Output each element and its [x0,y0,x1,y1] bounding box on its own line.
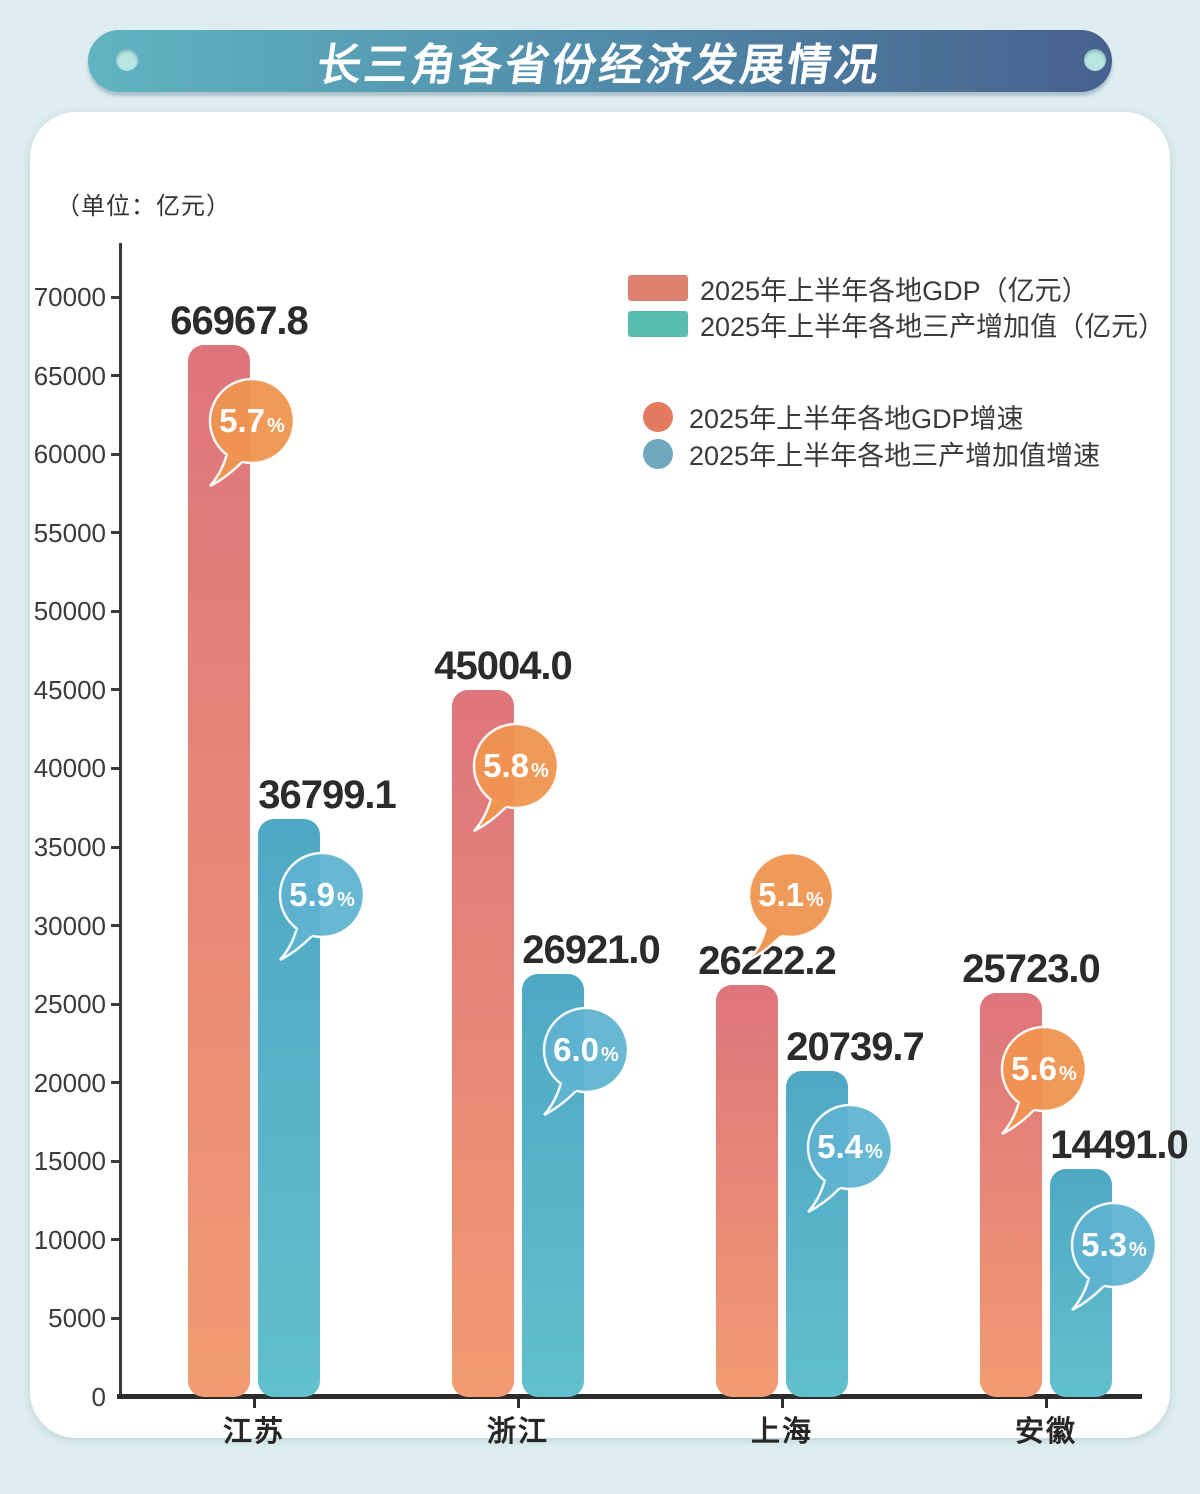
y-tick-mark [111,531,120,535]
y-tick-mark [111,609,120,613]
y-tick-label: 65000 [33,360,106,391]
tertiary-growth-bubble: 6.0% [531,1004,641,1128]
y-tick-mark [111,452,120,456]
title-left-rivet-icon [116,49,138,71]
y-tick-label: 15000 [33,1146,106,1177]
tertiary-growth-legend-label: 2025年上半年各地三产增加值增速 [689,441,1101,471]
y-tick-label: 5000 [48,1303,106,1334]
y-tick-mark [111,1081,120,1085]
y-axis-line [119,243,122,1397]
growth-percent-label: 5.9% [289,875,355,913]
gdp-growth-dot-icon [643,401,673,432]
y-tick-label: 10000 [33,1224,106,1255]
y-tick-label: 40000 [33,753,106,784]
gdp-value-label: 25723.0 [962,946,1101,991]
tertiary-legend-label: 2025年上半年各地三产增加值（亿元） [700,311,1166,342]
gdp-growth-bubble: 5.1% [736,849,846,973]
category-label: 安徽 [1014,1416,1077,1448]
category-label: 上海 [750,1416,813,1448]
legend-dots: 2025年上半年各地GDP增速 2025年上半年各地三产增加值增速 [643,398,1100,472]
growth-percent-label: 5.7% [219,401,285,439]
tertiary-growth-dot-icon [643,438,673,469]
growth-percent-label: 5.4% [817,1128,883,1166]
title-bar: 长三角各省份经济发展情况 [88,30,1112,92]
legend-row-gdp-growth: 2025年上半年各地GDP增速 [643,398,1100,435]
tertiary-growth-bubble: 5.3% [1059,1199,1169,1323]
growth-percent-label: 6.0% [553,1031,619,1068]
y-tick-mark [111,1238,120,1242]
x-tick-mark [516,1399,520,1408]
growth-percent-label: 5.1% [758,875,824,913]
y-tick-mark [111,295,120,299]
gdp-growth-bubble: 5.8% [461,720,571,844]
legend-row-gdp: 2025年上半年各地GDP（亿元） [628,270,1165,306]
gdp-value-label: 66967.8 [170,298,309,343]
gdp-bar [188,344,250,1397]
x-tick-mark [780,1399,784,1408]
tertiary-value-label: 20739.7 [786,1025,925,1070]
category-label: 浙江 [486,1416,549,1448]
y-tick-label: 35000 [33,832,106,862]
y-tick-mark [111,924,120,928]
gdp-legend-label: 2025年上半年各地GDP（亿元） [700,275,1089,306]
y-tick-mark [111,1002,120,1006]
y-tick-label: 60000 [33,439,106,470]
y-tick-label: 0 [91,1382,106,1412]
gdp-growth-bubble: 5.6% [989,1023,1099,1147]
x-tick-mark [1044,1399,1048,1408]
growth-percent-label: 5.6% [1011,1049,1077,1087]
gdp-bar [716,984,778,1397]
y-tick-label: 20000 [33,1067,106,1098]
y-tick-label: 45000 [33,674,106,705]
category-label: 江苏 [222,1416,285,1448]
y-tick-mark [111,374,120,378]
tertiary-growth-bubble: 5.9% [267,849,377,973]
tertiary-value-label: 36799.1 [258,772,397,817]
tertiary-bar-swatch [628,311,688,337]
growth-percent-label: 5.8% [483,746,549,784]
gdp-growth-bubble: 5.7% [197,375,307,499]
legend-row-tertiary: 2025年上半年各地三产增加值（亿元） [628,306,1165,342]
tertiary-value-label: 26921.0 [522,928,661,972]
tertiary-value-label: 14491.0 [1050,1123,1189,1168]
y-tick-label: 55000 [33,517,106,548]
gdp-bar-swatch [628,275,688,301]
y-tick-label: 25000 [33,989,106,1020]
y-tick-mark [111,1316,120,1320]
x-tick-mark [252,1399,256,1408]
y-tick-label: 50000 [33,596,106,627]
y-tick-label: 70000 [33,282,106,312]
y-tick-mark [111,688,120,692]
tertiary-growth-bubble: 5.4% [795,1101,905,1225]
unit-label: （单位：亿元） [56,193,231,220]
growth-percent-label: 5.3% [1081,1226,1147,1264]
legend-bars: 2025年上半年各地GDP（亿元） 2025年上半年各地三产增加值（亿元） [628,270,1165,342]
y-tick-label: 30000 [33,910,106,941]
gdp-growth-legend-label: 2025年上半年各地GDP增速 [689,404,1024,434]
y-tick-mark [111,766,120,770]
y-tick-mark [111,845,120,849]
y-tick-mark [111,1159,120,1163]
x-axis-line [117,1394,1142,1399]
title-right-rivet-icon [1084,49,1106,71]
legend-row-tertiary-growth: 2025年上半年各地三产增加值增速 [643,435,1100,472]
gdp-value-label: 45004.0 [434,643,573,688]
